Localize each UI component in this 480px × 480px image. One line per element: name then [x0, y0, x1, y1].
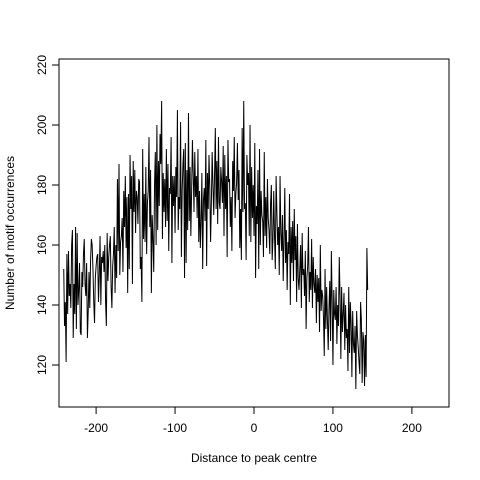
x-tick-label: 200 [402, 421, 422, 435]
x-tick-label: -100 [163, 421, 187, 435]
y-tick-label: 140 [35, 295, 49, 315]
y-tick-label: 120 [35, 355, 49, 375]
y-axis-title: Number of motif occurrences [3, 156, 17, 310]
y-tick-label: 200 [35, 115, 49, 135]
x-tick-label: -200 [84, 421, 108, 435]
y-tick-label: 180 [35, 175, 49, 195]
y-tick-label: 220 [35, 55, 49, 75]
x-axis: -200 -100 0 100 200 [84, 406, 422, 435]
x-axis-title: Distance to peak centre [191, 451, 317, 465]
x-tick-label: 0 [251, 421, 258, 435]
y-axis: 120 140 160 180 200 220 [35, 55, 60, 375]
x-tick-label: 100 [323, 421, 343, 435]
series-line [63, 100, 369, 390]
y-tick-label: 160 [35, 235, 49, 255]
